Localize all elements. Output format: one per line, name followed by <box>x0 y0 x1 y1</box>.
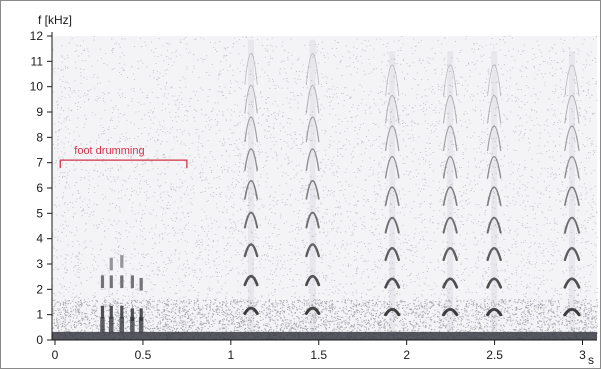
foot-drumming-label: foot drumming <box>74 145 144 157</box>
harmonic-1 <box>304 306 321 315</box>
call-1 <box>304 39 321 333</box>
baseline-noise-band <box>52 331 597 340</box>
y-tick-label: 10 <box>30 80 44 94</box>
harmonic-1 <box>486 307 503 317</box>
harmonic-5 <box>305 179 320 200</box>
harmonic-3 <box>243 243 259 258</box>
harmonic-1 <box>243 306 259 315</box>
call-2 <box>384 51 401 333</box>
harmonic-9 <box>564 64 580 97</box>
y-axis-label: f [kHz] <box>38 13 72 27</box>
harmonic-4 <box>305 211 320 229</box>
call-4 <box>486 51 503 333</box>
call-3 <box>442 51 459 333</box>
y-tick-label: 11 <box>31 54 44 68</box>
harmonic-5 <box>244 179 259 200</box>
harmonic-3 <box>305 243 320 258</box>
x-tick-label: 2.5 <box>486 348 503 362</box>
y-tick-label: 0 <box>36 333 43 347</box>
harmonic-3 <box>563 247 581 262</box>
harmonic-5 <box>486 186 502 207</box>
harmonic-9 <box>385 64 400 97</box>
plot-area <box>52 36 597 340</box>
annotation: foot drumming <box>59 145 188 169</box>
harmonic-8 <box>564 95 580 124</box>
call-5 <box>563 51 581 333</box>
harmonic-4 <box>442 216 458 234</box>
harmonic-9 <box>244 53 258 85</box>
y-tick-label: 12 <box>30 29 44 43</box>
harmonic-9 <box>305 53 320 85</box>
y-tick-label: 2 <box>36 282 43 296</box>
y-tick-label: 4 <box>36 232 43 246</box>
harmonic-4 <box>563 216 580 234</box>
harmonic-8 <box>244 85 258 114</box>
x-tick-label: 3 <box>579 348 586 362</box>
plot-background <box>52 36 597 340</box>
harmonic-7 <box>486 125 502 152</box>
harmonic-4 <box>486 216 502 234</box>
harmonic-6 <box>486 155 502 179</box>
harmonic-7 <box>442 125 458 152</box>
x-tick-label: 0 <box>52 348 59 362</box>
harmonic-9 <box>443 64 458 97</box>
harmonic-7 <box>305 116 320 143</box>
y-tick-label: 3 <box>36 257 43 271</box>
foot-drumming-bracket <box>59 159 188 169</box>
x-tick-label: 1.5 <box>310 348 327 362</box>
harmonic-2 <box>384 277 401 289</box>
x-tick-label: 1 <box>227 348 234 362</box>
harmonic-8 <box>443 95 458 124</box>
harmonic-1 <box>442 307 459 317</box>
x-axis-label: s <box>588 353 594 367</box>
x-ticks: 0 0.5 1 1.5 2 2.5 3 <box>52 340 586 362</box>
harmonic-9 <box>487 64 502 97</box>
harmonic-5 <box>384 186 400 207</box>
harmonic-5 <box>442 186 458 207</box>
harmonic-7 <box>384 125 400 152</box>
call-0 <box>243 39 259 333</box>
foot-drumming-bursts <box>100 255 144 333</box>
harmonic-4 <box>243 211 259 229</box>
harmonic-4 <box>384 216 400 234</box>
harmonic-1 <box>384 307 401 317</box>
harmonic-3 <box>486 247 502 262</box>
harmonic-6 <box>244 148 258 172</box>
harmonic-2 <box>305 274 321 287</box>
y-tick-label: 7 <box>36 156 43 170</box>
x-tick-label: 0.5 <box>135 348 152 362</box>
harmonic-6 <box>442 155 458 179</box>
x-tick-label: 2 <box>403 348 410 362</box>
harmonic-3 <box>442 247 458 262</box>
y-tick-label: 8 <box>36 130 43 144</box>
harmonic-6 <box>564 155 580 179</box>
harmonic-2 <box>442 277 459 289</box>
harmonic-8 <box>385 95 400 124</box>
y-tick-label: 6 <box>36 181 43 195</box>
harmonic-8 <box>487 95 502 124</box>
y-tick-label: 9 <box>36 105 43 119</box>
harmonic-2 <box>486 277 503 289</box>
y-tick-label: 1 <box>36 308 43 322</box>
harmonic-3 <box>384 247 400 262</box>
harmonic-8 <box>305 85 320 114</box>
harmonic-6 <box>384 155 400 179</box>
harmonic-7 <box>564 125 580 152</box>
call-harmonics <box>243 39 581 333</box>
harmonic-6 <box>305 148 320 172</box>
harmonic-5 <box>564 186 580 207</box>
y-tick-label: 5 <box>36 206 43 220</box>
harmonic-2 <box>563 277 581 289</box>
harmonic-7 <box>244 116 258 143</box>
harmonic-2 <box>243 274 259 287</box>
harmonic-1 <box>563 307 581 317</box>
